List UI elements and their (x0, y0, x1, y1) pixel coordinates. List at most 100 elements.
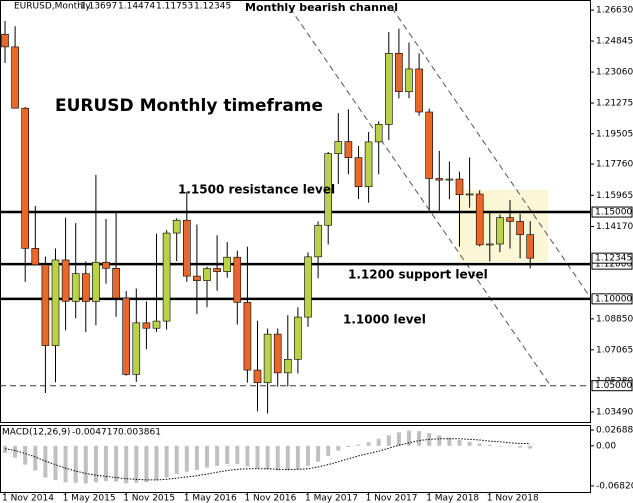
candle-body (455, 178, 464, 195)
macd-bar (255, 445, 260, 469)
candle-body (122, 297, 130, 375)
candle-body (354, 157, 363, 187)
x-tick-label: 1 May 2018 (426, 494, 479, 503)
channel-lower (289, 7, 551, 386)
candle-body (243, 302, 252, 371)
level-label: 1.15000 (595, 208, 632, 218)
x-tick-label: 1 Nov 2016 (244, 494, 296, 503)
candle-body (132, 322, 141, 375)
candle-body (183, 219, 191, 277)
annotation: Monthly bearish channel (245, 1, 398, 14)
candle-body (172, 219, 181, 234)
x-tick-label: 1 Nov 2014 (2, 494, 54, 503)
macd-bar (13, 445, 18, 458)
candle-body (21, 107, 30, 249)
candle-body (344, 141, 353, 158)
macd-bar (447, 437, 452, 446)
level-label: 1.12000 (595, 260, 632, 270)
macd-bar (33, 445, 38, 471)
macd-bar (366, 442, 371, 446)
annotation: 1.1000 level (343, 313, 426, 327)
header-value: 1.14474 (118, 2, 155, 12)
macd-bar (245, 445, 250, 467)
candle-body (445, 178, 454, 181)
macd-bar (134, 445, 139, 483)
candle-body (31, 248, 40, 266)
candle-body (162, 232, 171, 322)
macd-bar (285, 445, 290, 471)
y-tick-label: 1.08850 (596, 314, 633, 324)
macd-bar (467, 441, 472, 446)
macd-bar (225, 445, 230, 465)
header-value: 1.12345 (194, 2, 231, 12)
header-value: 1.13697 (80, 2, 117, 12)
macd-bar (437, 435, 442, 446)
y-tick-label: 1.24845 (596, 37, 633, 47)
signal-value: 0.003861 (118, 428, 161, 438)
macd-bar (528, 445, 533, 449)
macd-bar (356, 444, 361, 446)
candle-body (253, 369, 262, 384)
candle-body (324, 153, 333, 226)
y-tick-label: 1.26630 (596, 6, 633, 16)
macd-bar (205, 445, 209, 468)
macd-bar (346, 445, 351, 448)
channel-upper (391, 7, 591, 298)
candle-body (1, 33, 9, 48)
candle-body (102, 261, 110, 269)
signal-line (4, 438, 531, 481)
annotation: EURUSD Monthly timeframe (55, 96, 323, 116)
macd-bar (104, 445, 108, 482)
candle-body (425, 111, 434, 179)
macd-bar (63, 445, 68, 483)
annotation: 1.1200 support level (348, 268, 488, 282)
level-label-box (591, 206, 633, 218)
candle-body (465, 193, 474, 196)
candle-body (516, 221, 524, 235)
candle-body (82, 273, 90, 302)
macd-bar (497, 445, 502, 447)
candle-body (364, 141, 373, 187)
candle-body (263, 333, 272, 384)
macd-bar (295, 445, 300, 470)
macd-bar (23, 445, 28, 465)
macd-bar (386, 435, 391, 446)
macd-bar (43, 445, 48, 478)
macd-bar (275, 445, 280, 471)
x-tick-label: 1 Nov 2017 (366, 494, 418, 503)
level-label: 1.10000 (595, 294, 632, 304)
macd-bar (215, 445, 220, 466)
macd-bar (73, 445, 78, 483)
level-label-box (591, 380, 633, 392)
candle-body (213, 268, 221, 272)
candle-body (294, 316, 302, 360)
candle-body (112, 268, 120, 299)
candle-body (142, 322, 151, 329)
y-tick-label: 1.21275 (596, 99, 633, 109)
candle-body (233, 256, 242, 303)
macd-bar (487, 444, 492, 446)
macd-bar (518, 445, 523, 448)
candle-body (415, 68, 423, 113)
macd-bar (144, 445, 149, 483)
x-tick-label: 1 Nov 2015 (123, 494, 175, 503)
y-tick-label: 1.14170 (596, 222, 633, 232)
candle-body (334, 141, 343, 154)
candle-body (61, 259, 70, 302)
y-tick-label: -0.068209 (596, 481, 633, 491)
macd-bar (477, 443, 482, 446)
macd-bar (3, 445, 7, 453)
candle-body (203, 268, 211, 281)
macd-bar (184, 445, 189, 472)
candle-body (273, 333, 282, 374)
candle-body (193, 275, 201, 281)
x-tick-label: 1 May 2016 (184, 494, 237, 503)
candle-body (435, 178, 444, 181)
macd-bar (508, 445, 512, 447)
macd-bar (326, 445, 331, 456)
macd-bar (114, 445, 119, 482)
y-tick-label: 1.15965 (596, 191, 633, 201)
candle-body (41, 264, 50, 346)
